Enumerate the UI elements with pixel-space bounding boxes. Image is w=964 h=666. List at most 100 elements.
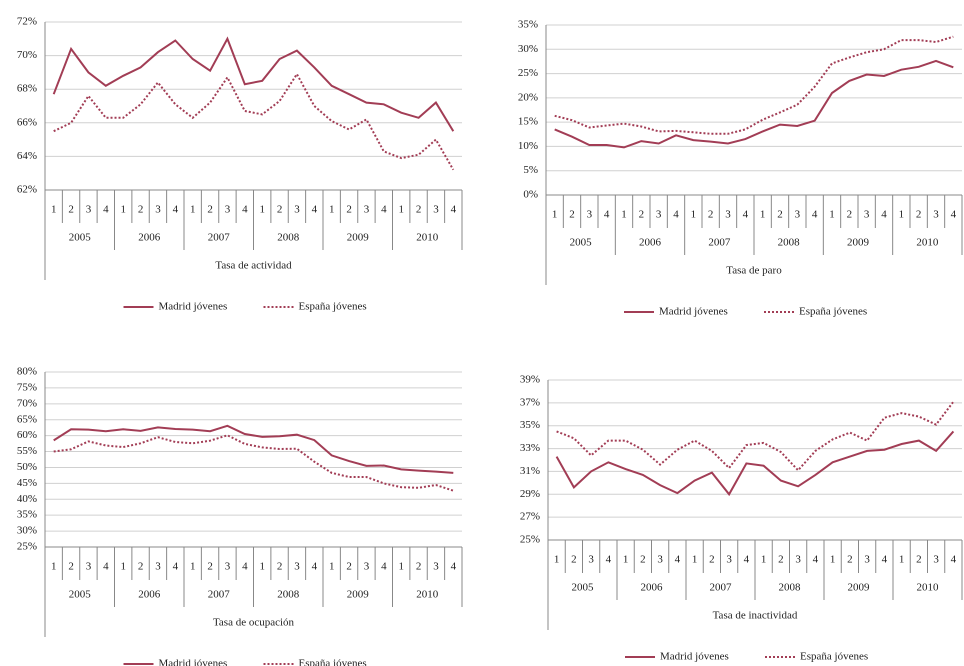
x-tick-label: 4 (882, 554, 888, 566)
y-tick-label: 30% (17, 525, 37, 537)
x-tick-label: 1 (899, 209, 905, 221)
y-tick-label: 27% (520, 511, 540, 523)
x-tick-label: 1 (51, 561, 57, 573)
x-tick-label: 2 (277, 204, 283, 216)
x-tick-label: 3 (864, 209, 870, 221)
x-tick-label: 1 (120, 204, 126, 216)
x-tick-label: 3 (933, 554, 939, 566)
y-tick-label: 80% (17, 366, 37, 378)
x-group-label: 2005 (69, 589, 92, 601)
series-line (53, 424, 454, 474)
x-tick-label: 3 (86, 561, 92, 573)
x-tick-label: 1 (691, 209, 697, 221)
y-tick-label: 70% (17, 49, 37, 61)
x-tick-label: 2 (207, 204, 213, 216)
x-tick-label: 4 (673, 209, 679, 221)
x-tick-label: 1 (830, 554, 836, 566)
y-tick-label: 64% (17, 150, 37, 162)
y-tick-label: 55% (17, 445, 37, 457)
x-tick-label: 2 (346, 561, 352, 573)
x-tick-label: 2 (640, 554, 646, 566)
legend-label: Madrid jóvenes (159, 301, 228, 313)
x-group-label: 2005 (69, 232, 92, 244)
x-tick-label: 2 (416, 561, 422, 573)
series-line (556, 401, 955, 472)
x-group-label: 2005 (572, 582, 595, 594)
x-tick-label: 2 (777, 209, 783, 221)
x-tick-label: 4 (951, 209, 957, 221)
x-tick-label: 3 (86, 204, 92, 216)
y-tick-label: 60% (17, 429, 37, 441)
legend-label: España jóvenes (299, 658, 367, 666)
x-tick-label: 4 (103, 561, 109, 573)
x-tick-label: 3 (864, 554, 870, 566)
x-tick-label: 3 (294, 561, 300, 573)
x-tick-label: 2 (639, 209, 645, 221)
x-group-label: 2010 (917, 582, 940, 594)
x-tick-label: 3 (795, 209, 801, 221)
x-tick-label: 1 (190, 561, 196, 573)
y-tick-label: 33% (520, 442, 540, 454)
x-group-label: 2009 (347, 589, 370, 601)
x-tick-label: 3 (795, 554, 801, 566)
x-tick-label: 2 (68, 561, 74, 573)
x-tick-label: 2 (778, 554, 784, 566)
y-tick-label: 20% (518, 91, 538, 103)
x-tick-label: 1 (51, 204, 57, 216)
legend-label: Madrid jóvenes (660, 651, 729, 663)
x-tick-label: 4 (173, 561, 179, 573)
y-tick-label: 25% (518, 67, 538, 79)
x-tick-label: 3 (225, 561, 231, 573)
legend-label: Madrid jóvenes (159, 658, 228, 666)
x-tick-label: 2 (569, 209, 575, 221)
y-tick-label: 15% (518, 116, 538, 128)
axis-title: Tasa de inactividad (713, 610, 798, 622)
x-tick-label: 1 (623, 554, 629, 566)
x-tick-label: 2 (138, 561, 144, 573)
x-tick-label: 2 (277, 561, 283, 573)
x-group-label: 2010 (916, 237, 939, 249)
x-tick-label: 2 (416, 204, 422, 216)
x-tick-label: 3 (364, 561, 370, 573)
y-tick-label: 5% (523, 164, 538, 176)
x-group-label: 2006 (639, 237, 662, 249)
x-tick-label: 1 (760, 209, 766, 221)
x-tick-label: 2 (708, 209, 714, 221)
x-tick-label: 1 (552, 209, 558, 221)
x-group-label: 2007 (708, 237, 731, 249)
y-tick-label: 68% (17, 83, 37, 95)
x-tick-label: 4 (173, 204, 179, 216)
x-tick-label: 4 (451, 204, 457, 216)
x-tick-label: 3 (656, 209, 662, 221)
x-tick-label: 4 (812, 209, 818, 221)
x-tick-label: 1 (259, 561, 265, 573)
x-tick-label: 4 (242, 561, 248, 573)
x-tick-label: 2 (847, 209, 853, 221)
legend-label: España jóvenes (800, 651, 868, 663)
y-tick-label: 29% (520, 488, 540, 500)
x-tick-label: 1 (398, 561, 404, 573)
x-tick-label: 2 (346, 204, 352, 216)
x-tick-label: 4 (381, 204, 387, 216)
x-tick-label: 1 (761, 554, 767, 566)
x-tick-label: 2 (916, 209, 922, 221)
x-tick-label: 1 (329, 561, 335, 573)
y-tick-label: 39% (520, 374, 540, 386)
series-line (52, 36, 455, 132)
y-tick-label: 75% (17, 381, 37, 393)
y-tick-label: 0% (523, 189, 538, 201)
x-tick-label: 2 (207, 561, 213, 573)
x-tick-label: 4 (451, 561, 457, 573)
x-tick-label: 2 (68, 204, 74, 216)
x-group-label: 2006 (138, 589, 161, 601)
x-tick-label: 1 (120, 561, 126, 573)
x-tick-label: 3 (587, 209, 593, 221)
y-tick-label: 10% (518, 140, 538, 152)
x-tick-label: 2 (847, 554, 853, 566)
x-tick-label: 3 (933, 209, 939, 221)
x-group-label: 2006 (641, 582, 664, 594)
axis-title: Tasa de actividad (215, 260, 292, 272)
x-group-label: 2007 (710, 582, 733, 594)
y-tick-label: 35% (17, 509, 37, 521)
x-tick-label: 1 (829, 209, 835, 221)
